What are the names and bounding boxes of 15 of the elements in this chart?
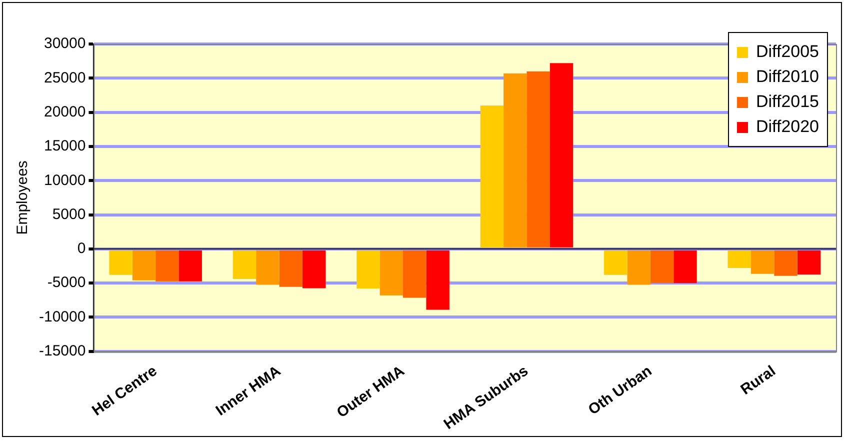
y-tick-label: 25000 — [44, 69, 86, 86]
legend-label: Diff2015 — [756, 92, 820, 112]
y-tick-label: 30000 — [44, 35, 86, 52]
y-tick-label: -5000 — [47, 274, 86, 292]
y-tick-label: 20000 — [44, 103, 86, 120]
legend-label: Diff2010 — [756, 67, 820, 87]
y-tick-label: -15000 — [38, 342, 86, 360]
legend-label: Diff2005 — [756, 42, 820, 62]
y-tick-label: 15000 — [44, 138, 86, 155]
y-tick-label: 10000 — [44, 172, 86, 189]
y-tick-label: 5000 — [52, 206, 86, 223]
legend-label: Diff2020 — [756, 117, 820, 137]
y-tick-label: 0 — [77, 240, 86, 258]
y-tick-label: -10000 — [38, 308, 86, 326]
y-axis-title: Employees — [14, 160, 32, 235]
